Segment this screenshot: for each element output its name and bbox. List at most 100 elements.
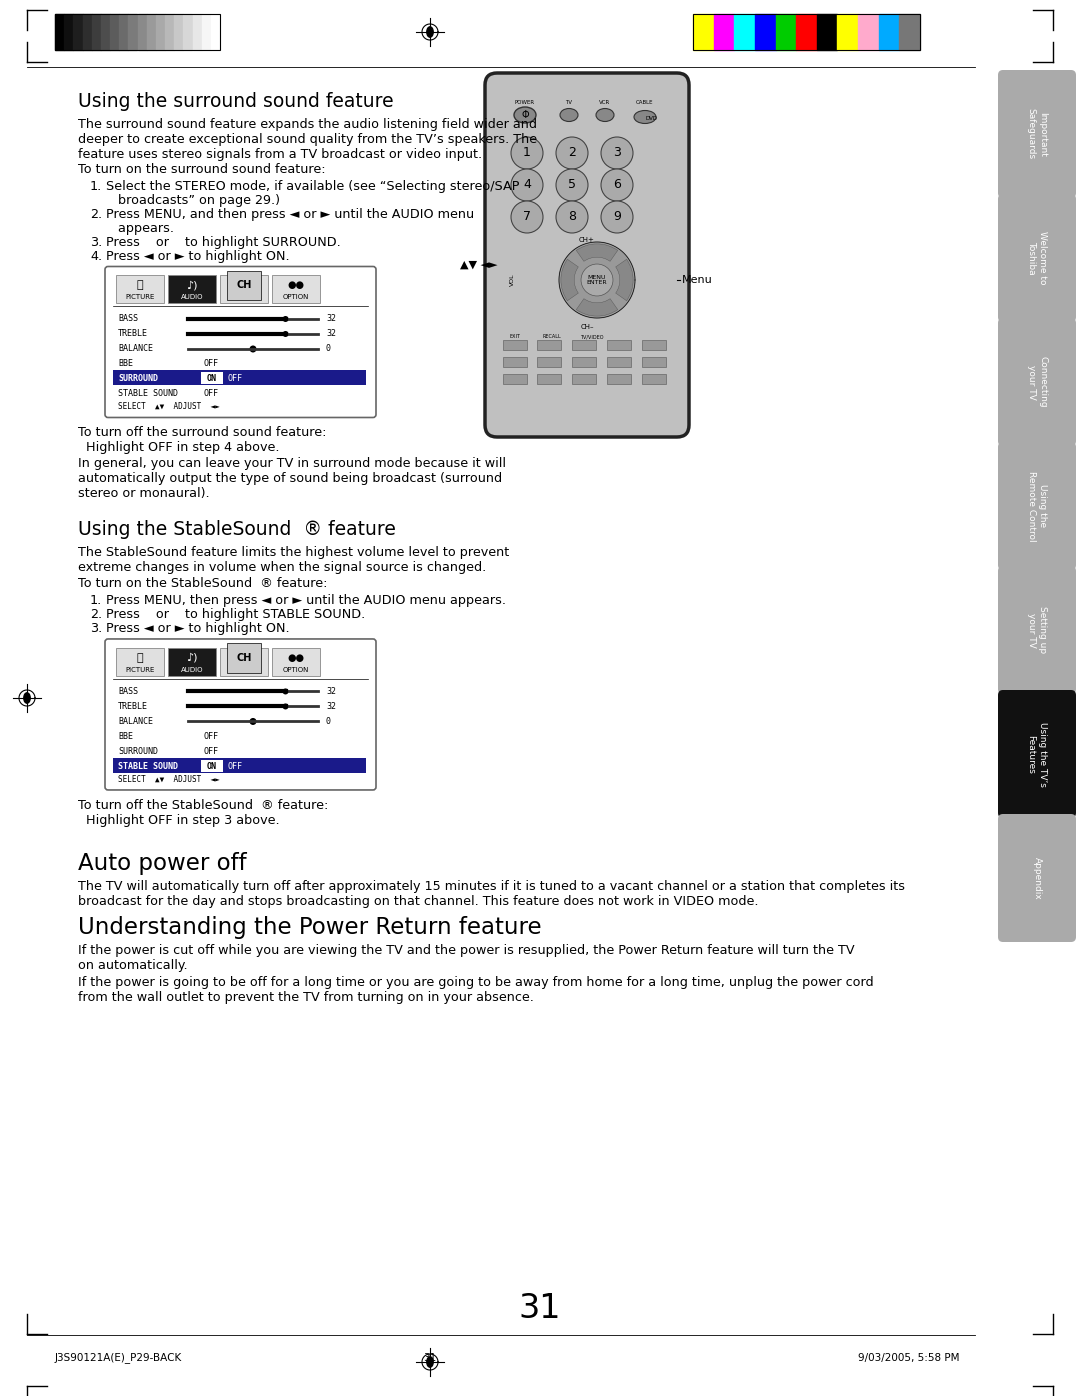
Text: SETUP: SETUP bbox=[233, 295, 255, 300]
Circle shape bbox=[600, 137, 633, 169]
Text: 4.: 4. bbox=[90, 250, 103, 262]
Bar bbox=[755, 14, 775, 50]
Bar bbox=[168, 648, 216, 676]
Text: 1.: 1. bbox=[90, 180, 103, 193]
Bar bbox=[201, 759, 222, 772]
Text: OFF: OFF bbox=[228, 374, 243, 384]
Ellipse shape bbox=[596, 109, 615, 121]
Bar bbox=[537, 374, 561, 384]
Text: BALANCE: BALANCE bbox=[118, 718, 153, 726]
Bar bbox=[607, 357, 631, 367]
Text: In general, you can leave your TV in surround mode because it will
automatically: In general, you can leave your TV in sur… bbox=[78, 458, 507, 500]
Text: TV: TV bbox=[566, 101, 572, 106]
FancyBboxPatch shape bbox=[998, 318, 1076, 445]
Bar bbox=[113, 758, 366, 773]
Circle shape bbox=[511, 169, 543, 201]
Bar bbox=[642, 374, 666, 384]
Text: CABLE: CABLE bbox=[636, 101, 653, 106]
Text: 3.: 3. bbox=[90, 236, 103, 248]
Text: 6: 6 bbox=[613, 179, 621, 191]
Bar bbox=[503, 357, 527, 367]
Bar bbox=[137, 14, 147, 50]
Text: broadcasts” on page 29.): broadcasts” on page 29.) bbox=[106, 194, 280, 207]
Text: Using the
Remote Control: Using the Remote Control bbox=[1027, 470, 1048, 542]
Circle shape bbox=[283, 315, 288, 322]
Ellipse shape bbox=[561, 109, 578, 121]
Text: OPTION: OPTION bbox=[283, 295, 309, 300]
Circle shape bbox=[556, 169, 588, 201]
Text: PICTURE: PICTURE bbox=[125, 667, 154, 673]
Text: To turn on the surround sound feature:: To turn on the surround sound feature: bbox=[78, 162, 326, 176]
Bar bbox=[693, 14, 920, 50]
Text: 3: 3 bbox=[613, 147, 621, 159]
Text: Using the TV’s
Features: Using the TV’s Features bbox=[1027, 722, 1048, 786]
Text: AUDIO: AUDIO bbox=[180, 295, 203, 300]
Text: VOL: VOL bbox=[510, 274, 514, 286]
Text: 2.: 2. bbox=[90, 208, 103, 221]
Bar bbox=[201, 373, 222, 384]
Bar bbox=[129, 14, 137, 50]
Text: BBE: BBE bbox=[118, 360, 133, 369]
Text: 4: 4 bbox=[523, 179, 531, 191]
Text: Press MENU, then press ◄ or ► until the AUDIO menu appears.: Press MENU, then press ◄ or ► until the … bbox=[106, 595, 507, 607]
Bar bbox=[82, 14, 92, 50]
Text: STABLE SOUND: STABLE SOUND bbox=[118, 762, 178, 771]
Text: To turn off the surround sound feature:
  Highlight OFF in step 4 above.: To turn off the surround sound feature: … bbox=[78, 427, 326, 455]
Bar bbox=[156, 14, 165, 50]
Text: ⛰: ⛰ bbox=[137, 653, 144, 663]
Bar bbox=[572, 357, 596, 367]
Bar bbox=[693, 14, 714, 50]
Wedge shape bbox=[577, 244, 618, 261]
Bar bbox=[110, 14, 119, 50]
Text: Setting up
your TV: Setting up your TV bbox=[1027, 606, 1048, 653]
Circle shape bbox=[511, 137, 543, 169]
Text: OFF: OFF bbox=[203, 360, 218, 369]
Text: 7: 7 bbox=[523, 211, 531, 223]
Ellipse shape bbox=[427, 1357, 433, 1367]
Text: 2.: 2. bbox=[90, 609, 103, 621]
FancyBboxPatch shape bbox=[105, 639, 376, 790]
Text: 8: 8 bbox=[568, 211, 576, 223]
Text: PICTURE: PICTURE bbox=[125, 295, 154, 300]
Text: 32: 32 bbox=[326, 687, 336, 697]
Text: If the power is going to be off for a long time or you are going to be away from: If the power is going to be off for a lo… bbox=[78, 976, 874, 1004]
Text: The TV will automatically turn off after approximately 15 minutes if it is tuned: The TV will automatically turn off after… bbox=[78, 879, 905, 907]
Text: OFF: OFF bbox=[203, 747, 218, 757]
Circle shape bbox=[283, 331, 288, 336]
Text: 31: 31 bbox=[423, 1353, 436, 1362]
Text: Press    or    to highlight SURROUND.: Press or to highlight SURROUND. bbox=[106, 236, 341, 248]
Text: RECALL: RECALL bbox=[542, 335, 562, 339]
FancyBboxPatch shape bbox=[485, 73, 689, 437]
Bar bbox=[73, 14, 82, 50]
Text: 1.: 1. bbox=[90, 595, 103, 607]
Bar bbox=[192, 14, 202, 50]
Text: MENU
ENTER: MENU ENTER bbox=[586, 275, 607, 285]
Text: 5: 5 bbox=[568, 179, 576, 191]
Bar bbox=[113, 370, 366, 385]
Text: Important
Safeguards: Important Safeguards bbox=[1027, 109, 1048, 159]
Text: AUDIO: AUDIO bbox=[180, 667, 203, 673]
Ellipse shape bbox=[24, 692, 30, 704]
Text: The surround sound feature expands the audio listening field wider and
deeper to: The surround sound feature expands the a… bbox=[78, 117, 537, 161]
Circle shape bbox=[600, 201, 633, 233]
Text: SETUP: SETUP bbox=[233, 667, 255, 673]
Bar bbox=[168, 275, 216, 303]
Text: Press MENU, and then press ◄ or ► until the AUDIO menu: Press MENU, and then press ◄ or ► until … bbox=[106, 208, 474, 221]
Bar bbox=[211, 14, 220, 50]
Bar bbox=[64, 14, 73, 50]
Text: BBE: BBE bbox=[118, 732, 133, 741]
Text: BASS: BASS bbox=[118, 314, 138, 324]
Text: 31: 31 bbox=[518, 1291, 562, 1325]
Text: Press ◄ or ► to highlight ON.: Press ◄ or ► to highlight ON. bbox=[106, 250, 289, 262]
Ellipse shape bbox=[427, 27, 433, 38]
Bar bbox=[220, 648, 268, 676]
Text: 3.: 3. bbox=[90, 623, 103, 635]
Text: CH: CH bbox=[237, 281, 252, 290]
Bar bbox=[147, 14, 156, 50]
Text: Φ: Φ bbox=[522, 110, 529, 120]
Text: VCR: VCR bbox=[599, 101, 610, 106]
Text: To turn off the StableSound  ® feature:
  Highlight OFF in step 3 above.: To turn off the StableSound ® feature: H… bbox=[78, 799, 328, 826]
Bar bbox=[879, 14, 900, 50]
Bar bbox=[572, 374, 596, 384]
Wedge shape bbox=[561, 260, 578, 300]
